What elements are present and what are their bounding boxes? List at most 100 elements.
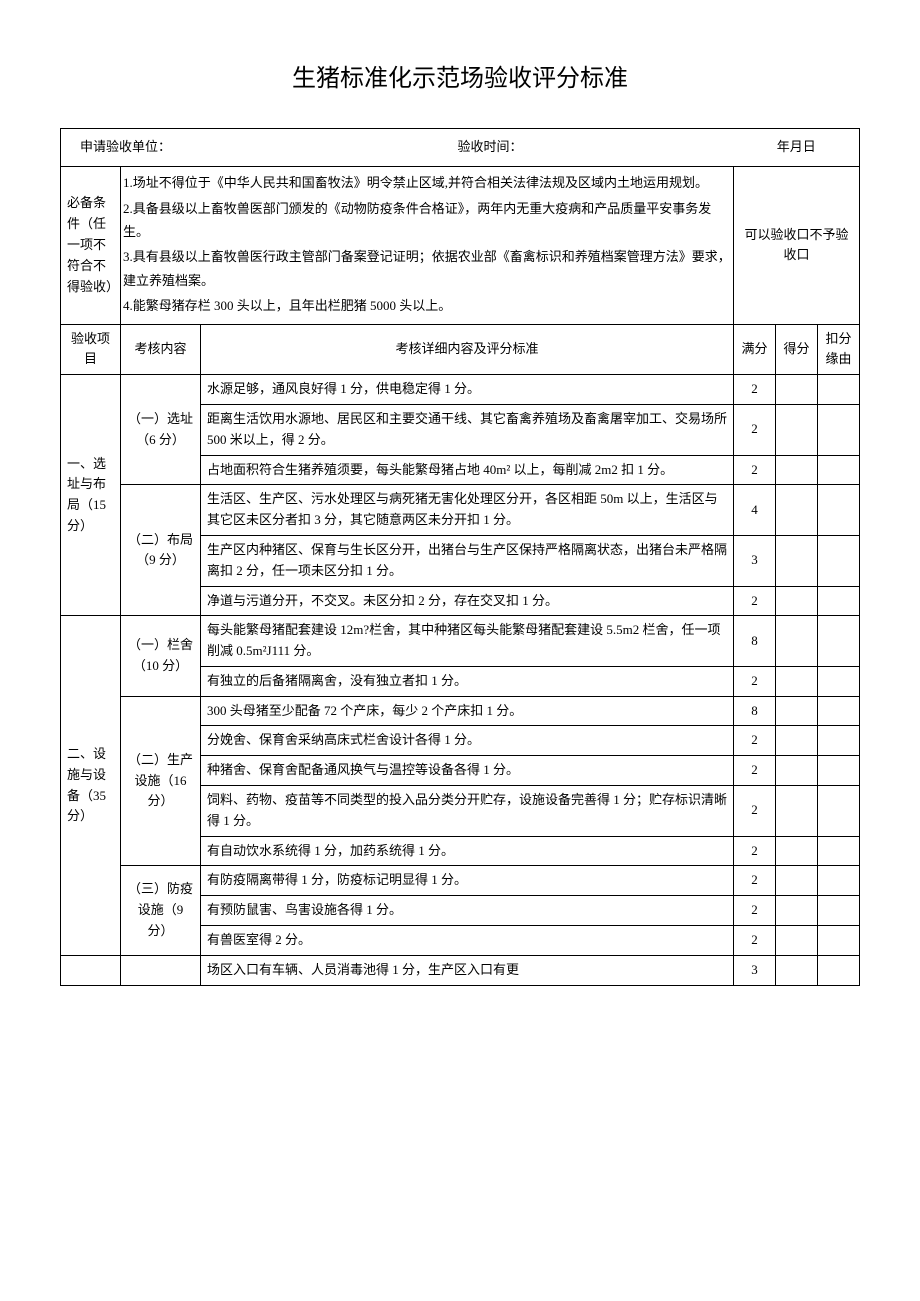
- section-name: 一、选址与布局（15分）: [61, 375, 121, 616]
- score: 8: [734, 616, 776, 667]
- reason: [818, 836, 860, 866]
- sub-name: （一）栏舍（10 分）: [121, 616, 201, 696]
- got: [776, 926, 818, 956]
- reason: [818, 616, 860, 667]
- prereq-label: 必备条件（任一项不符合不得验收）: [61, 167, 121, 324]
- score: 2: [734, 786, 776, 837]
- detail: 有防疫隔离带得 1 分，防疫标记明显得 1 分。: [201, 866, 734, 896]
- detail: 有独立的后备猪隔离舍，没有独立者扣 1 分。: [201, 666, 734, 696]
- sub-name: （二）布局（9 分）: [121, 485, 201, 616]
- sub-name: （二）生产设施（16 分）: [121, 696, 201, 866]
- detail: 分娩舍、保育舍采纳高床式栏舍设计各得 1 分。: [201, 726, 734, 756]
- got: [776, 726, 818, 756]
- reason: [818, 535, 860, 586]
- score: 3: [734, 535, 776, 586]
- score: 2: [734, 726, 776, 756]
- detail: 有预防鼠害、鸟害设施各得 1 分。: [201, 896, 734, 926]
- score: 2: [734, 375, 776, 405]
- reason: [818, 375, 860, 405]
- time-label: 验收时间：: [458, 139, 523, 154]
- got: [776, 696, 818, 726]
- reason: [818, 756, 860, 786]
- prereq-row: 必备条件（任一项不符合不得验收） 1.场址不得位于《中华人民共和国畜牧法》明令禁…: [61, 167, 860, 324]
- detail: 300 头母猪至少配备 72 个产床，每少 2 个产床扣 1 分。: [201, 696, 734, 726]
- col-detail: 考核详细内容及评分标准: [201, 324, 734, 375]
- table-row: 二、设施与设备（35 分） （一）栏舍（10 分） 每头能繁母猪配套建设 12m…: [61, 616, 860, 667]
- reason: [818, 666, 860, 696]
- column-header-row: 验收项目 考核内容 考核详细内容及评分标准 满分 得分 扣分缘由: [61, 324, 860, 375]
- time-value: 年月日: [777, 139, 816, 154]
- col-got: 得分: [776, 324, 818, 375]
- got: [776, 535, 818, 586]
- got: [776, 375, 818, 405]
- score: 2: [734, 404, 776, 455]
- table-row: （二）布局（9 分） 生活区、生产区、污水处理区与病死猪无害化处理区分开，各区相…: [61, 485, 860, 536]
- got: [776, 756, 818, 786]
- reason: [818, 696, 860, 726]
- score: 2: [734, 756, 776, 786]
- got: [776, 896, 818, 926]
- reason: [818, 926, 860, 956]
- prereq-item: 2.具备县级以上畜牧兽医部门颁发的《动物防疫条件合格证》，两年内无重大疫病和产品…: [123, 197, 731, 244]
- got: [776, 955, 818, 985]
- table-row: 场区入口有车辆、人员消毒池得 1 分，生产区入口有更 3: [61, 955, 860, 985]
- score: 2: [734, 836, 776, 866]
- reason: [818, 404, 860, 455]
- detail: 生产区内种猪区、保育与生长区分开，出猪台与生产区保持严格隔离状态，出猪台未严格隔…: [201, 535, 734, 586]
- sub-name: （三）防疫设施（9 分）: [121, 866, 201, 955]
- main-table: 申请验收单位： 验收时间： 年月日 必备条件（任一项不符合不得验收） 1.场址不…: [60, 128, 860, 985]
- score: 3: [734, 955, 776, 985]
- reason: [818, 586, 860, 616]
- score: 2: [734, 666, 776, 696]
- score: 8: [734, 696, 776, 726]
- detail: 每头能繁母猪配套建设 12m?栏舍，其中种猪区每头能繁母猪配套建设 5.5m2 …: [201, 616, 734, 667]
- score: 2: [734, 455, 776, 485]
- prereq-item: 4.能繁母猪存栏 300 头以上，且年出栏肥猪 5000 头以上。: [123, 294, 731, 317]
- detail: 有自动饮水系统得 1 分，加药系统得 1 分。: [201, 836, 734, 866]
- reason: [818, 896, 860, 926]
- table-row: 一、选址与布局（15分） （一）选址（6 分） 水源足够，通风良好得 1 分，供…: [61, 375, 860, 405]
- col-item: 验收项目: [61, 324, 121, 375]
- section-name: 二、设施与设备（35 分）: [61, 616, 121, 956]
- detail: 占地面积符合生猪养殖须要，每头能繁母猪占地 40m² 以上，每削减 2m2 扣 …: [201, 455, 734, 485]
- detail: 生活区、生产区、污水处理区与病死猪无害化处理区分开，各区相距 50m 以上，生活…: [201, 485, 734, 536]
- prereq-items: 1.场址不得位于《中华人民共和国畜牧法》明令禁止区域,并符合相关法律法规及区域内…: [121, 167, 734, 324]
- score: 2: [734, 926, 776, 956]
- detail: 有兽医室得 2 分。: [201, 926, 734, 956]
- detail: 种猪舍、保育舍配备通风换气与温控等设备各得 1 分。: [201, 756, 734, 786]
- reason: [818, 786, 860, 837]
- got: [776, 485, 818, 536]
- score: 2: [734, 586, 776, 616]
- got: [776, 786, 818, 837]
- prereq-item: 3.具有县级以上畜牧兽医行政主管部门备案登记证明；依据农业部《畜禽标识和养殖档案…: [123, 245, 731, 292]
- reason: [818, 485, 860, 536]
- detail: 水源足够，通风良好得 1 分，供电稳定得 1 分。: [201, 375, 734, 405]
- reason: [818, 455, 860, 485]
- reason: [818, 866, 860, 896]
- got: [776, 616, 818, 667]
- page-title: 生猪标准化示范场验收评分标准: [60, 60, 860, 98]
- applicant-label: 申请验收单位：: [80, 139, 171, 154]
- reason: [818, 726, 860, 756]
- detail: 饲料、药物、疫苗等不同类型的投入品分类分开贮存，设施设备完善得 1 分；贮存标识…: [201, 786, 734, 837]
- accept-cell: 可以验收口不予验收口: [734, 167, 860, 324]
- time-value-cell: 年月日: [734, 129, 860, 167]
- got: [776, 666, 818, 696]
- detail: 场区入口有车辆、人员消毒池得 1 分，生产区入口有更: [201, 955, 734, 985]
- got: [776, 404, 818, 455]
- col-sub: 考核内容: [121, 324, 201, 375]
- score: 2: [734, 896, 776, 926]
- got: [776, 586, 818, 616]
- table-row: （三）防疫设施（9 分） 有防疫隔离带得 1 分，防疫标记明显得 1 分。 2: [61, 866, 860, 896]
- sub-name: （一）选址（6 分）: [121, 375, 201, 485]
- reason: [818, 955, 860, 985]
- table-row: （二）生产设施（16 分） 300 头母猪至少配备 72 个产床，每少 2 个产…: [61, 696, 860, 726]
- detail: 净道与污道分开，不交叉。未区分扣 2 分，存在交叉扣 1 分。: [201, 586, 734, 616]
- got: [776, 866, 818, 896]
- prereq-item: 1.场址不得位于《中华人民共和国畜牧法》明令禁止区域,并符合相关法律法规及区域内…: [123, 171, 731, 194]
- score: 2: [734, 866, 776, 896]
- col-full: 满分: [734, 324, 776, 375]
- applicant-cell: 申请验收单位： 验收时间：: [61, 129, 734, 167]
- got: [776, 455, 818, 485]
- sub-name: [121, 955, 201, 985]
